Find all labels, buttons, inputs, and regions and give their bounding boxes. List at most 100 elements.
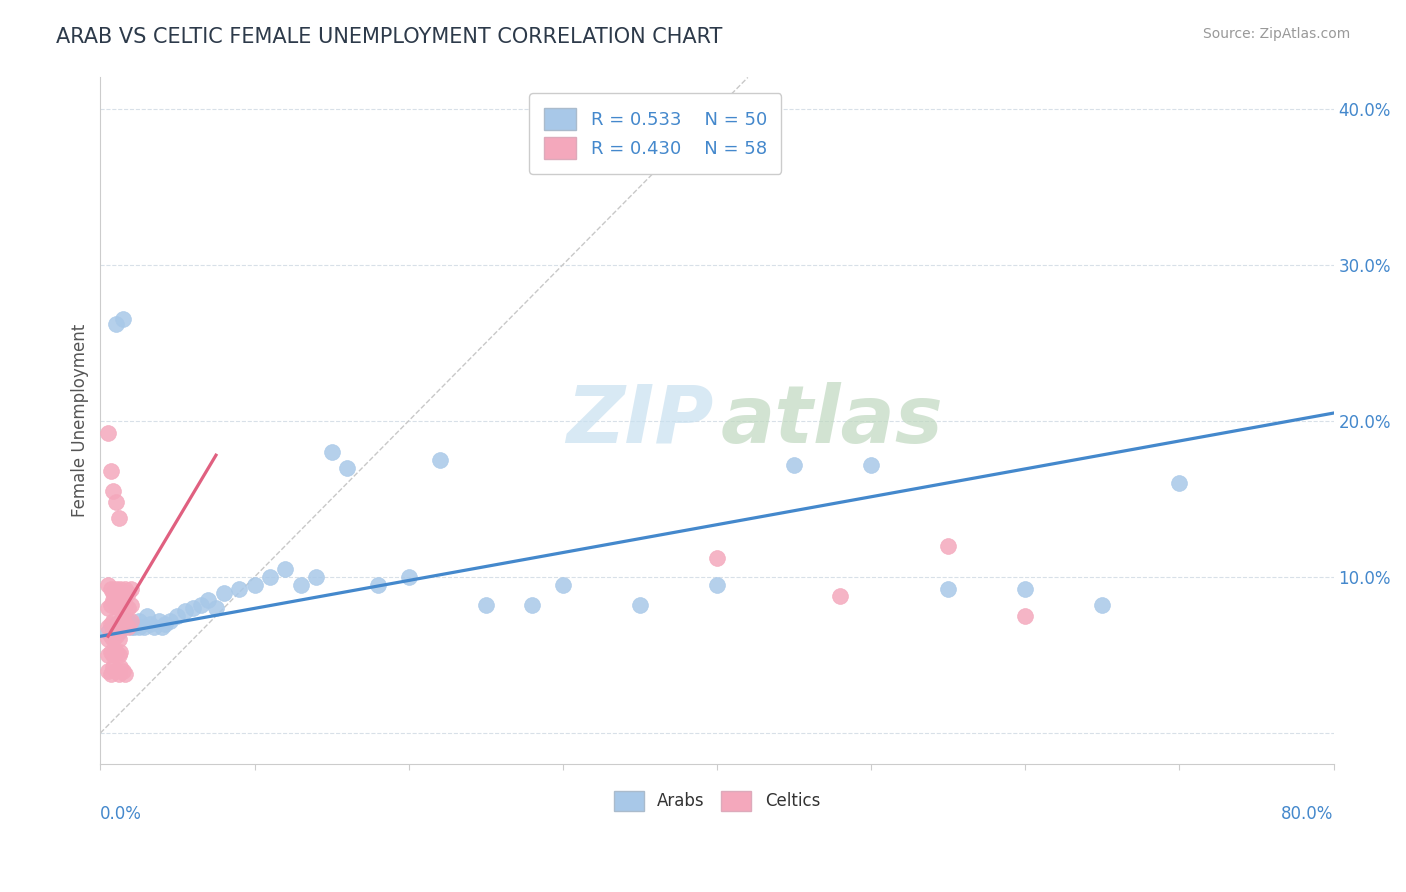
Point <box>259 570 281 584</box>
Point <box>936 539 959 553</box>
Point <box>110 614 132 628</box>
Point <box>97 601 120 615</box>
Legend: Arabs, Celtics: Arabs, Celtics <box>607 784 827 818</box>
Point <box>112 593 135 607</box>
Point <box>1014 609 1036 624</box>
Y-axis label: Female Unemployment: Female Unemployment <box>72 324 89 517</box>
Point <box>112 620 135 634</box>
Point <box>104 582 127 597</box>
Point <box>1168 476 1191 491</box>
Point <box>166 609 188 624</box>
Point <box>1091 598 1114 612</box>
Point <box>97 648 120 662</box>
Point <box>114 598 136 612</box>
Point <box>120 598 142 612</box>
Point <box>100 598 122 612</box>
Point <box>120 614 142 628</box>
Point <box>108 585 131 599</box>
Point <box>205 601 228 615</box>
Point <box>100 666 122 681</box>
Point <box>104 664 127 678</box>
Point <box>1014 582 1036 597</box>
Point <box>117 620 139 634</box>
Point <box>429 453 451 467</box>
Point <box>114 582 136 597</box>
Point <box>108 624 131 639</box>
Point <box>101 593 124 607</box>
Point <box>97 632 120 647</box>
Point <box>128 614 150 628</box>
Point <box>212 585 235 599</box>
Point <box>108 510 131 524</box>
Point <box>101 484 124 499</box>
Point <box>120 620 142 634</box>
Point <box>367 578 389 592</box>
Point <box>97 578 120 592</box>
Text: Source: ZipAtlas.com: Source: ZipAtlas.com <box>1202 27 1350 41</box>
Point <box>936 582 959 597</box>
Point <box>104 620 127 634</box>
Point <box>153 616 176 631</box>
Point <box>190 598 212 612</box>
Point <box>122 620 145 634</box>
Point <box>97 664 120 678</box>
Point <box>112 585 135 599</box>
Point <box>101 614 124 628</box>
Text: atlas: atlas <box>721 382 943 460</box>
Point <box>628 598 651 612</box>
Point <box>181 601 204 615</box>
Point <box>474 598 496 612</box>
Point <box>101 585 124 599</box>
Point <box>138 616 160 631</box>
Point <box>706 551 728 566</box>
Text: 0.0%: 0.0% <box>100 805 142 823</box>
Point <box>100 629 122 643</box>
Point <box>100 464 122 478</box>
Text: 80.0%: 80.0% <box>1281 805 1334 823</box>
Point <box>174 604 197 618</box>
Point <box>110 645 132 659</box>
Point <box>104 616 127 631</box>
Point <box>97 426 120 441</box>
Point <box>104 629 127 643</box>
Point <box>830 589 852 603</box>
Point <box>336 460 359 475</box>
Text: ZIP: ZIP <box>567 382 713 460</box>
Point <box>108 648 131 662</box>
Point <box>197 593 219 607</box>
Point <box>112 312 135 326</box>
Point <box>101 620 124 634</box>
Point <box>135 609 157 624</box>
Point <box>104 598 127 612</box>
Point <box>97 620 120 634</box>
Point <box>114 666 136 681</box>
Point <box>101 632 124 647</box>
Point <box>112 609 135 624</box>
Point <box>783 458 806 472</box>
Point <box>108 616 131 631</box>
Point <box>243 578 266 592</box>
Point <box>120 616 142 631</box>
Point <box>101 660 124 674</box>
Point <box>100 582 122 597</box>
Point <box>97 624 120 639</box>
Point <box>114 616 136 631</box>
Point <box>159 614 181 628</box>
Point <box>398 570 420 584</box>
Point <box>100 616 122 631</box>
Point <box>117 614 139 628</box>
Point <box>100 645 122 659</box>
Point <box>520 598 543 612</box>
Point <box>143 620 166 634</box>
Point <box>305 570 328 584</box>
Point <box>104 317 127 331</box>
Point <box>104 495 127 509</box>
Point <box>110 582 132 597</box>
Point <box>228 582 250 597</box>
Point <box>150 620 173 634</box>
Point <box>117 585 139 599</box>
Point <box>321 445 343 459</box>
Point <box>104 645 127 659</box>
Point <box>108 601 131 615</box>
Point <box>117 601 139 615</box>
